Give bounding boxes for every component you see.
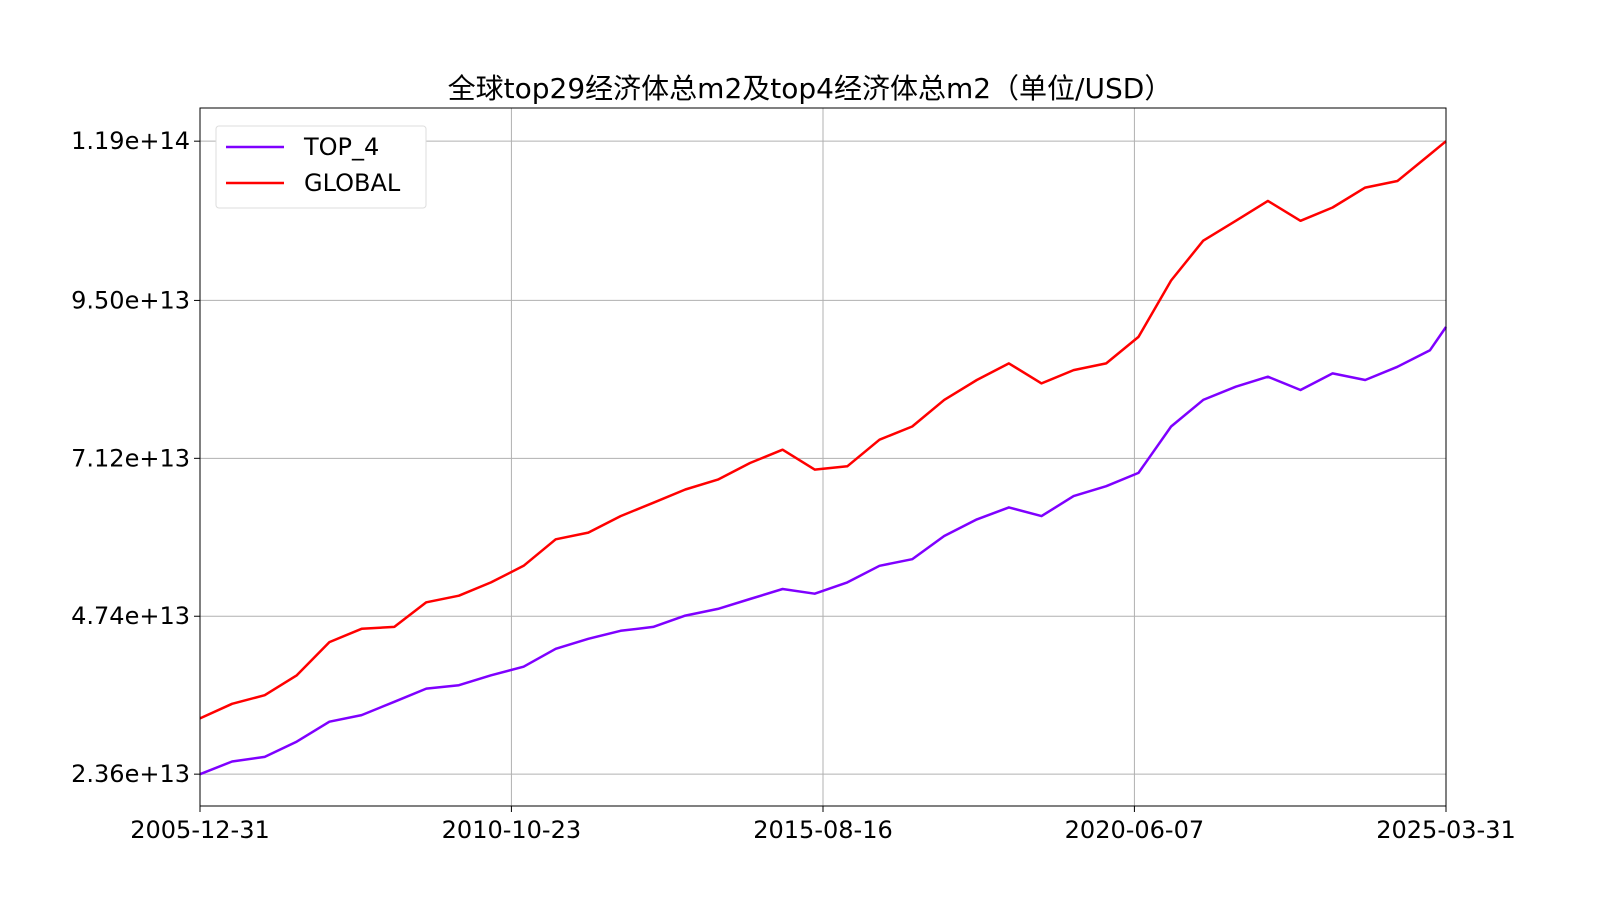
legend-label-global: GLOBAL	[304, 169, 401, 197]
legend-label-top-4: TOP_4	[303, 133, 379, 161]
series-line-top-4	[199, 326, 1448, 776]
x-tick-label: 2005-12-31	[130, 816, 269, 844]
x-tick-label: 2010-10-23	[442, 816, 581, 844]
series-lines	[199, 140, 1448, 776]
chart-title: 全球top29经济体总m2及top4经济体总m2（单位/USD）	[448, 72, 1173, 105]
series-line-global	[199, 140, 1447, 720]
x-tick-label: 2020-06-07	[1065, 816, 1204, 844]
axis-ticks: 2.36e+13 4.74e+13 7.12e+13 9.50e+13 1.19e+14…	[71, 127, 1516, 844]
y-tick-label: 7.12e+13	[71, 444, 190, 472]
legend: TOP_4 GLOBAL	[215, 125, 427, 209]
x-tick-label: 2025-03-31	[1376, 816, 1515, 844]
x-tick-label: 2015-08-16	[753, 816, 892, 844]
y-tick-label: 2.36e+13	[71, 760, 190, 788]
y-tick-label: 9.50e+13	[71, 286, 190, 314]
y-tick-label: 4.74e+13	[71, 602, 190, 630]
y-tick-label: 1.19e+14	[71, 127, 190, 155]
